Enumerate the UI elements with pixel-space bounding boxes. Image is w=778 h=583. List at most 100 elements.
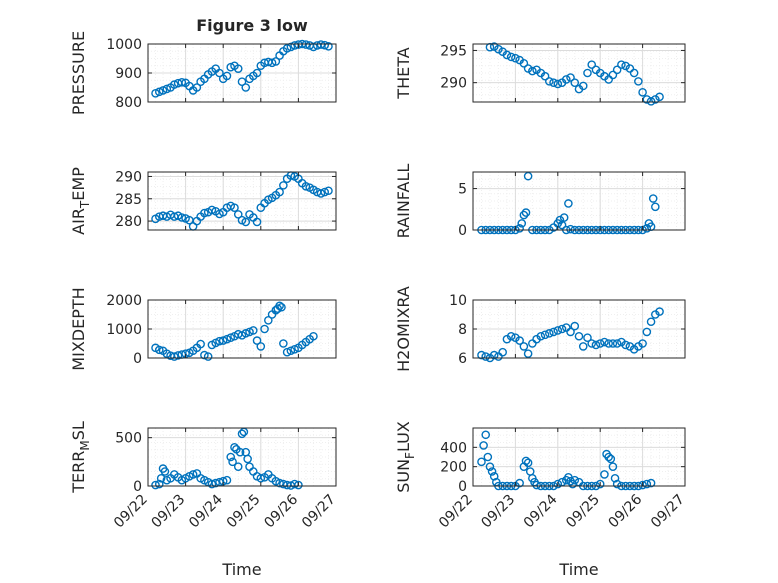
x-tick-label: 09/26 (606, 491, 646, 531)
data-point (241, 217, 251, 227)
y-tick-label: 500 (115, 431, 142, 447)
data-point (286, 42, 296, 52)
data-point (207, 205, 217, 215)
data-point (279, 181, 288, 190)
data-point (646, 478, 656, 488)
data-point (177, 77, 187, 87)
data-point (237, 77, 247, 86)
subplot-6: 6 8 10 H2OMIXRA (394, 286, 686, 372)
y-tick-label: 800 (115, 95, 142, 111)
data-point (235, 447, 245, 457)
data-point (523, 458, 533, 468)
data-point (604, 75, 613, 84)
data-point (521, 208, 531, 217)
data-point (566, 73, 575, 82)
y-tick-label: 5 (458, 182, 467, 198)
data-point (177, 213, 187, 222)
grid-lines (148, 172, 336, 230)
data-point (608, 462, 618, 471)
data-point (226, 452, 236, 462)
y-axis-label: TERRMSL (69, 421, 92, 494)
data-point (275, 301, 284, 311)
data-point (215, 68, 224, 78)
data-point (218, 336, 228, 345)
data-point (275, 187, 284, 197)
series-points (477, 307, 664, 363)
y-axis-label: THETA (394, 47, 413, 99)
data-point (646, 97, 656, 106)
data-point (655, 92, 664, 102)
x-tick-label: 09/22 (436, 492, 476, 532)
data-point (511, 53, 520, 63)
data-point (557, 220, 567, 230)
data-point (233, 64, 243, 73)
x-tick-label: 09/25 (224, 492, 264, 532)
axes-box (147, 171, 337, 231)
data-point (483, 452, 493, 462)
data-point (502, 50, 512, 60)
data-point (252, 217, 262, 227)
data-point (555, 215, 565, 225)
data-point (477, 457, 486, 467)
y-tick-label: 1000 (106, 37, 142, 53)
data-point (553, 479, 563, 489)
data-point (519, 59, 529, 68)
data-point (506, 52, 516, 62)
data-point (320, 187, 330, 197)
data-point (494, 352, 503, 361)
data-point (574, 331, 584, 341)
data-point (523, 349, 533, 358)
y-tick-label: 200 (440, 460, 467, 476)
data-point (506, 331, 516, 341)
x-tick-label: 09/24 (186, 491, 226, 531)
data-point (228, 457, 237, 467)
data-point (489, 350, 499, 360)
data-point (279, 339, 288, 348)
subplot-2: 290 295 THETA (394, 42, 686, 106)
axes-box (147, 427, 337, 487)
subplot-1: 800 900 1000 PRESSURE (69, 31, 337, 115)
y-tick-label: 900 (115, 66, 142, 82)
data-point (200, 208, 209, 218)
data-point (536, 331, 546, 341)
data-point (489, 42, 499, 51)
data-point (515, 224, 524, 233)
data-point (154, 479, 164, 489)
data-point (324, 186, 333, 196)
data-point (532, 480, 541, 490)
data-point (282, 44, 292, 53)
y-tick-label: 295 (440, 43, 467, 59)
data-point (545, 329, 554, 338)
data-point (528, 66, 537, 76)
data-point (192, 83, 202, 92)
data-point (578, 81, 588, 91)
data-point (587, 60, 597, 69)
y-tick-label: 0 (458, 479, 467, 495)
data-point (549, 78, 558, 87)
data-point (156, 473, 166, 483)
y-tick-label: 285 (115, 192, 142, 208)
data-point (498, 347, 507, 357)
data-point (655, 307, 664, 316)
data-point (170, 352, 179, 361)
data-point (154, 87, 164, 97)
data-point (553, 79, 563, 89)
data-point (604, 339, 613, 348)
data-point (608, 339, 618, 348)
data-point (207, 479, 217, 489)
y-axis-label: AIRTEMP (69, 167, 92, 235)
data-point (277, 302, 286, 312)
data-point (549, 327, 558, 337)
data-point (519, 210, 529, 220)
data-point (487, 467, 497, 476)
axes-box (472, 171, 686, 231)
data-point (271, 57, 281, 66)
data-point (267, 58, 277, 68)
data-point (519, 342, 529, 351)
y-axis-label: PRESSURE (69, 31, 88, 115)
data-point (260, 324, 269, 334)
data-point (600, 337, 609, 347)
data-point (523, 171, 533, 181)
data-point (294, 480, 303, 490)
